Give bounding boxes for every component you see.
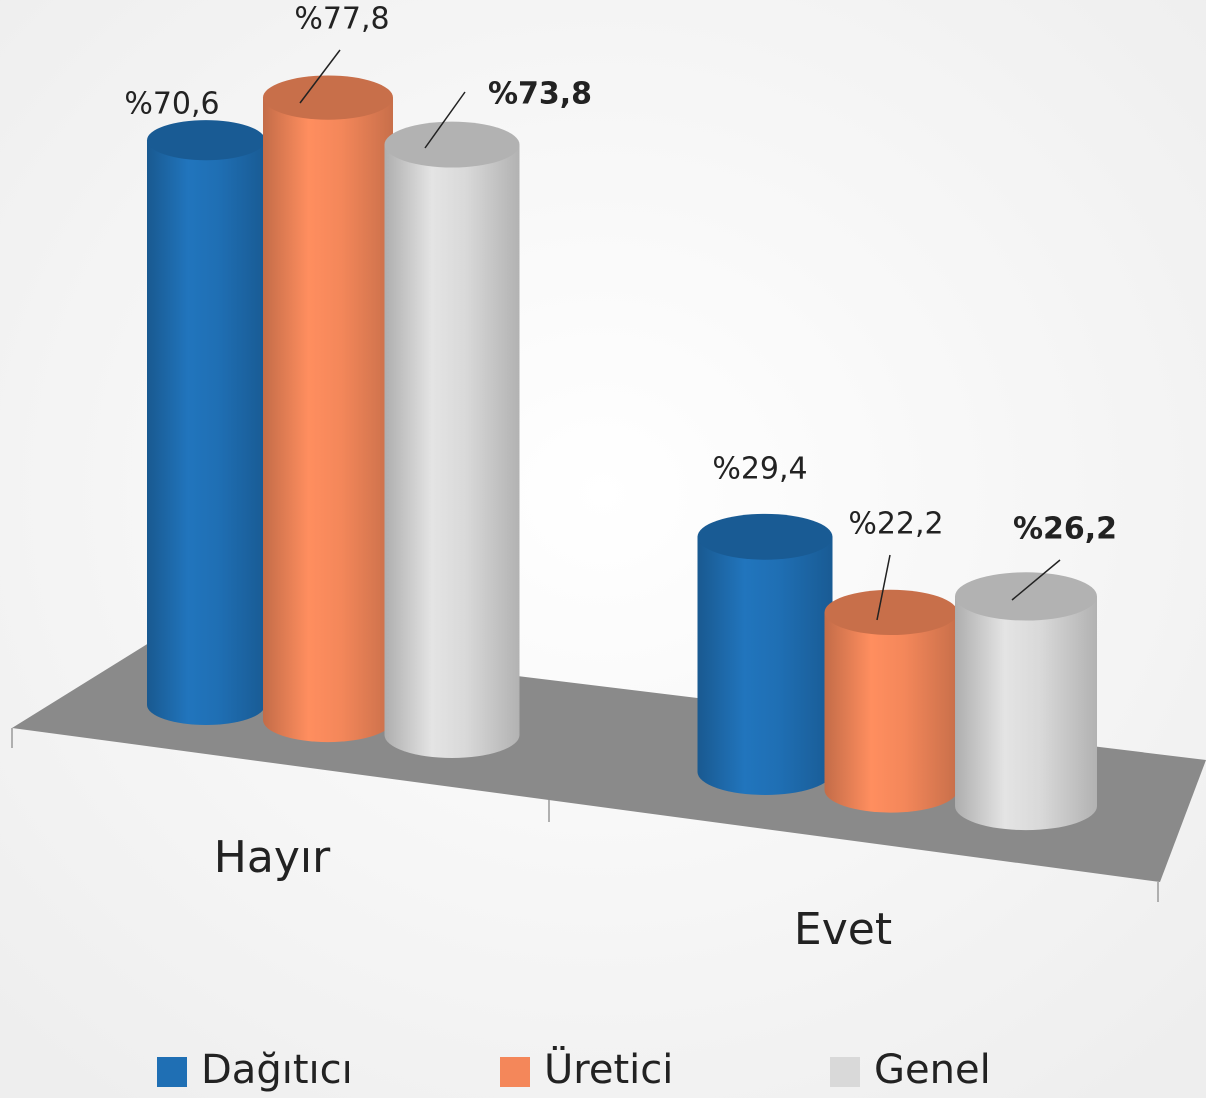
category-label: Evet [794, 904, 892, 955]
category-label: Hayır [214, 832, 331, 883]
leader-line [876, 554, 891, 621]
cylinder-top [824, 589, 958, 636]
cylinder [263, 97, 393, 743]
leader-line [1011, 559, 1061, 601]
legend-swatch [157, 1057, 187, 1087]
cylinder [384, 144, 520, 758]
value-label: %22,2 [848, 507, 943, 542]
legend-swatch [830, 1057, 860, 1087]
leader-line [299, 49, 341, 104]
leader-line [424, 91, 466, 149]
cylinder [697, 536, 833, 795]
cylinder [824, 612, 958, 813]
cylinder-top [147, 120, 265, 161]
cylinder-top [263, 75, 393, 120]
value-label: %29,4 [712, 452, 807, 487]
legend-label: Dağıtıcı [201, 1047, 353, 1093]
legend-swatch [500, 1057, 530, 1087]
cylinder-top [955, 572, 1097, 621]
floor-ticks [11, 728, 1159, 902]
cylinder-top [697, 513, 833, 560]
cylinder [147, 140, 265, 726]
value-label: %26,2 [1013, 512, 1117, 547]
legend-label: Genel [874, 1047, 991, 1093]
value-label: %77,8 [294, 2, 389, 37]
cylinder-top [384, 121, 520, 168]
cylinder [955, 596, 1097, 831]
value-label: %73,8 [488, 77, 592, 112]
legend-label: Üretici [544, 1045, 673, 1093]
value-label: %70,6 [124, 87, 219, 122]
